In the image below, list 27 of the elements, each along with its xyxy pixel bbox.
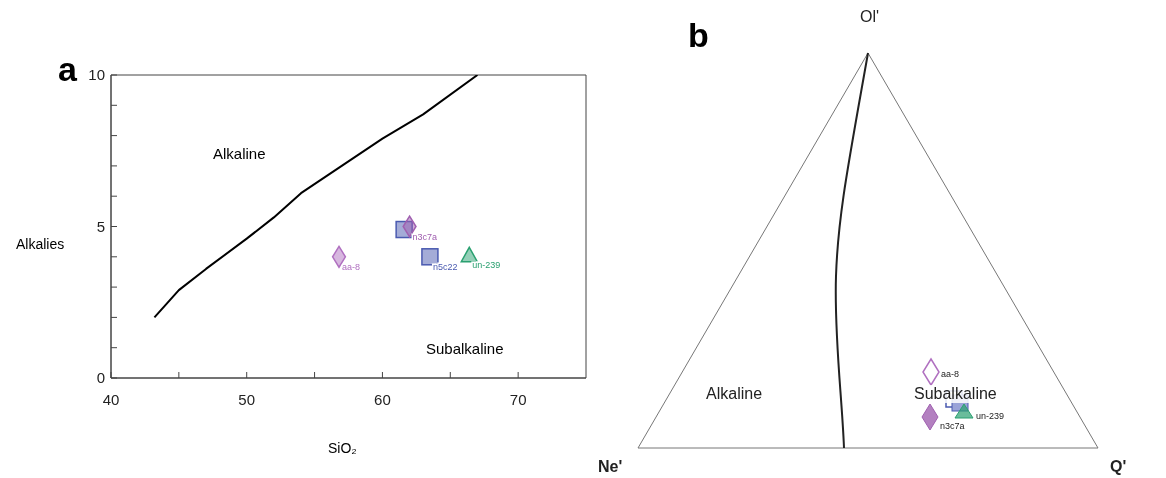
text: b [688, 16, 709, 55]
y-axis-title: Alkalies [16, 236, 65, 252]
y-tick-label: 5 [96, 217, 105, 235]
x-axis-title: SiO₂ [328, 440, 357, 456]
text: aa-8 [941, 369, 960, 380]
series-label: n3c7a [412, 231, 438, 242]
x-tick-label: 70 [509, 390, 527, 408]
point [421, 248, 439, 266]
x-tick-label: 40 [102, 390, 120, 408]
text: Alkaline [706, 385, 763, 403]
chart-title: a [58, 50, 77, 89]
annotation: Alkaline [213, 145, 266, 162]
y-tick-label: 0 [96, 369, 105, 387]
text: Ne' [598, 458, 623, 476]
annotation: Subalkaline [426, 340, 504, 357]
series-label: aa-8 [342, 261, 361, 272]
text: Ol' [860, 8, 880, 26]
text: Subalkaline [914, 385, 997, 403]
x-tick-label: 60 [374, 390, 391, 408]
y-tick-label: 10 [88, 66, 105, 84]
text: Q' [1110, 458, 1127, 476]
text: n3c7a [940, 421, 965, 432]
series-label: un-239 [472, 260, 501, 271]
point [460, 246, 479, 263]
series-label: n5c22 [432, 261, 458, 272]
text: un-239 [976, 411, 1005, 422]
x-tick-label: 50 [238, 390, 256, 408]
